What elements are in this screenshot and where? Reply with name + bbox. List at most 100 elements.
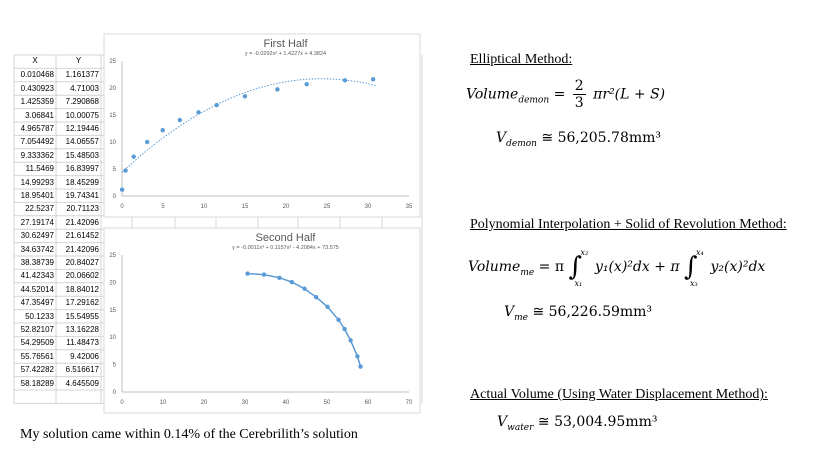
table-cell-x: 27.19174 [20, 217, 54, 227]
table-cell-x: 14.99293 [20, 177, 54, 187]
data-point [342, 326, 347, 332]
data-point [277, 275, 282, 280]
table-cell-y: 6.516617 [65, 365, 99, 375]
elliptical-rhs: πr²(L + S) [593, 86, 666, 103]
actual-result-value: ≅ 53,004.95mm³ [537, 414, 658, 430]
y-tick-label: 0 [113, 194, 117, 200]
data-point [370, 77, 376, 82]
data-point [214, 102, 219, 108]
table-cell-y: 19.74341 [65, 191, 99, 200]
table-cell-y: 9.42006 [70, 351, 99, 361]
table-cell-x: 22.5237 [25, 204, 54, 214]
y-tick-label: 10 [109, 140, 116, 146]
table-cell-x: 18.95401 [20, 191, 54, 200]
elliptical-result-v: V [496, 130, 507, 146]
table-cell-x: 0.430923 [20, 83, 54, 93]
table-cell-y: 13.16228 [65, 325, 99, 334]
x-tick-label: 0 [120, 204, 124, 210]
data-point [358, 364, 363, 369]
data-point [348, 338, 353, 343]
elliptical-lhs: Volume [466, 86, 519, 103]
integral-2-upper: x₄ [696, 248, 704, 257]
polynomial-result-sub: me [514, 313, 528, 323]
table-cell-x: 11.5469 [25, 164, 54, 174]
table-cell-x: 3.06841 [25, 110, 54, 120]
polynomial-lhs: Volume [468, 259, 521, 275]
data-point [196, 110, 201, 115]
table-cell-x: 57.42282 [20, 365, 54, 375]
actual-result: Vwater ≅ 53,004.95mm³ [497, 414, 658, 433]
y-tick-label: 25 [109, 59, 116, 65]
x-tick-label: 35 [406, 204, 413, 210]
polynomial-term-2: y₂(x)²dx [710, 259, 766, 275]
data-point [144, 139, 150, 145]
table-cell-y: 20.84027 [65, 258, 99, 267]
table-cell-y: 7.290868 [65, 97, 99, 107]
y-tick-label: 25 [109, 253, 116, 259]
table-cell-x: 38.38739 [20, 258, 54, 267]
integral-2-lower: x₃ [690, 279, 698, 288]
column-header-x: X [32, 56, 38, 65]
table-cell-y: 18.45299 [65, 177, 99, 187]
table-cell-y: 21.61452 [65, 231, 99, 241]
series-line [247, 272, 362, 367]
x-tick-label: 5 [161, 204, 165, 210]
data-point [289, 279, 295, 285]
data-point [160, 127, 165, 133]
polynomial-pi: = π [538, 259, 565, 275]
x-tick-label: 10 [160, 400, 167, 406]
polynomial-lhs-sub: me [520, 268, 535, 278]
chart-subtitle: y = -0.0292x² + 1.4227x + 4.3824 [245, 51, 326, 57]
integral-1-lower: x₁ [574, 279, 583, 288]
actual-result-v: V [497, 414, 508, 430]
table-cell-x: 47.35497 [20, 298, 54, 308]
integral-1-upper: x₂ [580, 248, 589, 257]
table-cell-x: 41.42343 [20, 271, 54, 281]
table-cell-x: 34.63742 [20, 244, 54, 254]
table-cell-y: 4.645509 [65, 378, 99, 388]
table-cell-y: 10.00075 [65, 110, 99, 120]
fraction-numerator: 2 [572, 78, 586, 95]
data-point [302, 286, 307, 291]
chart-panel [103, 227, 421, 414]
data-point [123, 168, 128, 173]
x-tick-label: 60 [365, 400, 372, 406]
x-tick-label: 10 [201, 204, 208, 210]
x-tick-label: 30 [242, 400, 249, 406]
x-tick-label: 40 [283, 400, 290, 406]
table-cell-x: 44.52014 [20, 284, 54, 294]
elliptical-lhs-sub: demon [518, 95, 550, 106]
data-point [245, 271, 250, 276]
y-tick-label: 5 [113, 363, 117, 369]
elliptical-heading: Elliptical Method: [470, 52, 573, 67]
table-cell-x: 4.965787 [20, 124, 54, 133]
x-tick-label: 20 [283, 204, 290, 210]
table-cell-y: 4.71003 [70, 83, 99, 93]
polynomial-result-v: V [504, 304, 515, 320]
table-cell-y: 20.71123 [66, 204, 99, 214]
data-point [177, 117, 183, 123]
table-cell-x: 52.82107 [20, 325, 54, 334]
table-cell-y: 11.48473 [66, 338, 99, 348]
chart-panel [103, 33, 421, 218]
integral-1: ∫ x₂ x₁ [568, 248, 589, 288]
y-tick-label: 15 [109, 308, 116, 314]
x-tick-label: 25 [324, 204, 331, 210]
elliptical-result-sub: demon [506, 139, 537, 149]
table-cell-y: 15.48503 [65, 150, 99, 160]
table-cell-y: 16.83997 [65, 164, 99, 174]
data-point [275, 87, 280, 92]
y-tick-label: 0 [113, 390, 117, 396]
table-cell-y: 21.42096 [65, 244, 99, 254]
table-cell-y: 1.161377 [65, 70, 99, 80]
conclusion-note: My solution came within 0.14% of the Cer… [20, 427, 358, 442]
polynomial-formula: Volumeme = π ∫ x₂ x₁ y₁(x)²dx + π ∫ x₄ x₃ y₂… [468, 248, 766, 288]
x-tick-label: 50 [324, 400, 331, 406]
table-cell-y: 20.06602 [65, 271, 99, 281]
elliptical-result-value: ≅ 56,205.78mm³ [541, 130, 662, 146]
integral-2: ∫ x₄ x₃ [684, 248, 704, 288]
table-cell-x: 30.62497 [20, 231, 54, 241]
y-tick-label: 5 [113, 167, 117, 173]
